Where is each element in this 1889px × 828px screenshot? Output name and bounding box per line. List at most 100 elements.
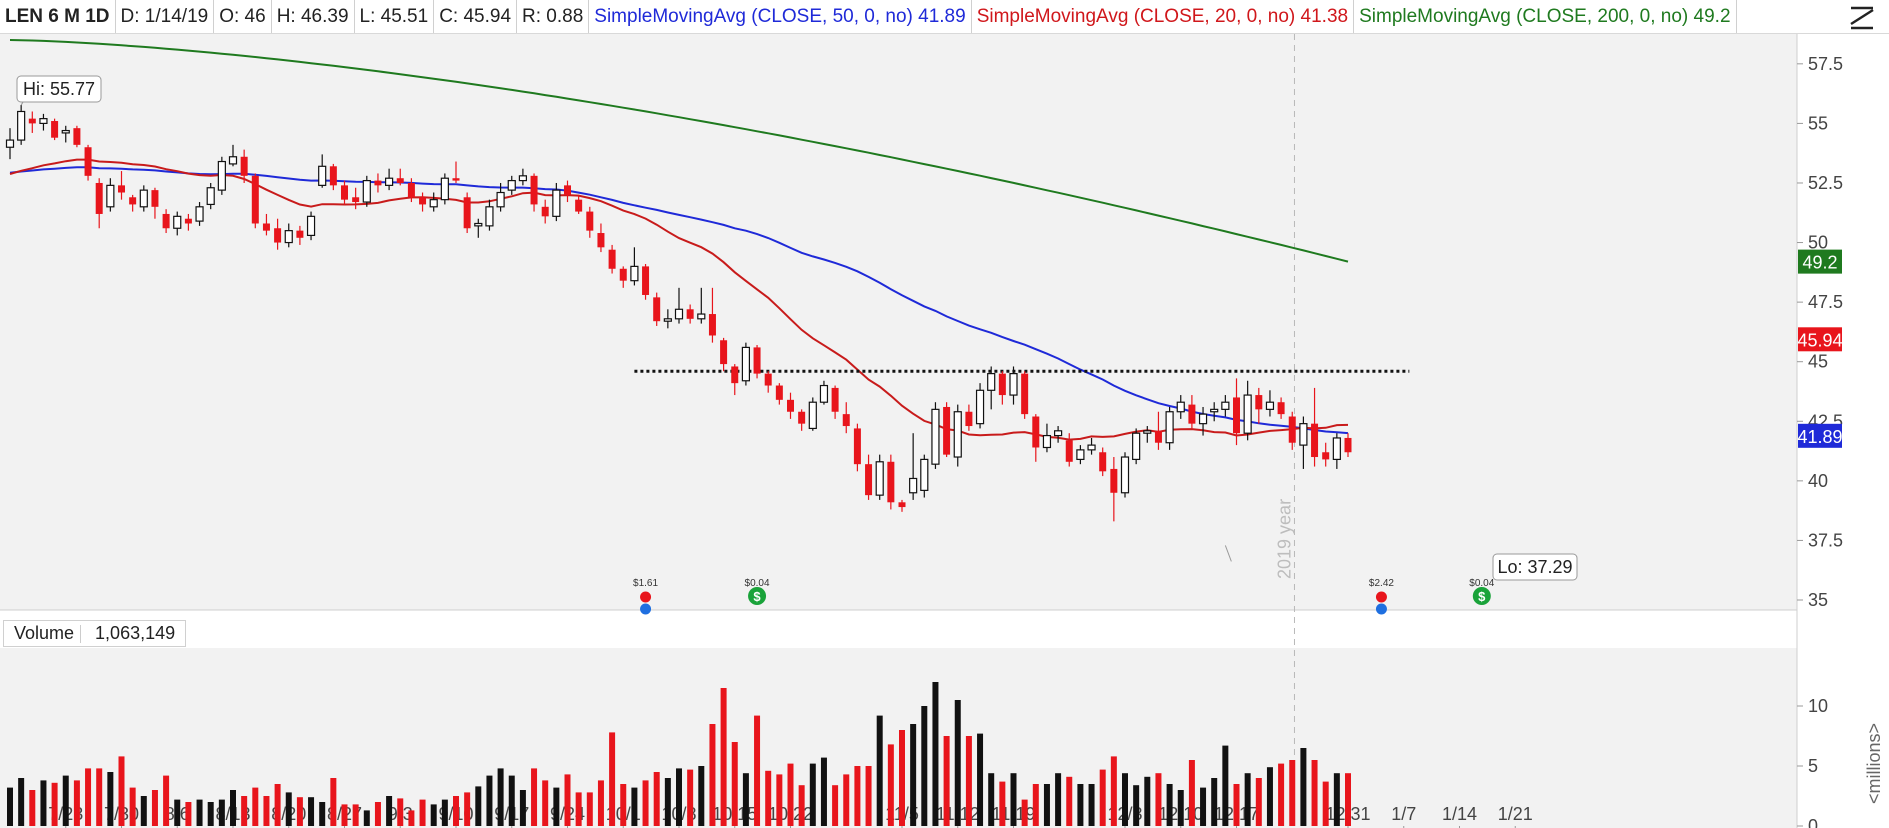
volume-bar xyxy=(174,799,181,826)
volume-tick-label: 0 xyxy=(1808,816,1818,828)
volume-bar xyxy=(1177,790,1184,826)
candle-body xyxy=(787,399,794,412)
candle-body xyxy=(853,428,861,465)
symbol-label[interactable]: LEN 6 M 1D xyxy=(0,0,116,33)
volume-bar xyxy=(230,790,236,826)
volume-bar xyxy=(564,774,571,826)
volume-panel-background xyxy=(0,648,1797,828)
volume-bar xyxy=(151,790,158,826)
candle-body xyxy=(552,189,561,217)
volume-bar xyxy=(419,799,426,826)
volume-bar xyxy=(720,688,727,826)
event-value-label: $0.04 xyxy=(1469,578,1494,589)
volume-tick-label: 5 xyxy=(1808,756,1818,776)
dividend-icon xyxy=(1472,587,1491,605)
volume-bar xyxy=(876,715,883,826)
candle-body xyxy=(129,197,137,205)
candle-body xyxy=(106,184,115,208)
sma20-label: SimpleMovingAvg (CLOSE, 20, 0, no) xyxy=(976,6,1296,27)
candle-body xyxy=(564,185,571,195)
candle-body xyxy=(429,199,438,208)
volume-bar xyxy=(1222,745,1229,826)
candle-body xyxy=(943,406,951,455)
candle-body xyxy=(1299,423,1308,446)
candle-body xyxy=(485,206,494,227)
candle-body xyxy=(987,373,996,391)
candle-body xyxy=(284,230,293,244)
drawing-tool-icon[interactable] xyxy=(1847,4,1877,30)
candle-body xyxy=(1255,395,1263,410)
candle-body xyxy=(1176,401,1185,413)
sma20-study[interactable]: SimpleMovingAvg (CLOSE, 20, 0, no) 41.38 xyxy=(972,0,1355,33)
candle-body xyxy=(206,187,215,206)
candle-body xyxy=(5,139,15,148)
dividend-icon-glyph: $ xyxy=(1478,589,1486,604)
volume-bar xyxy=(586,792,593,826)
candle-body xyxy=(541,206,549,217)
candle-body xyxy=(1188,404,1196,424)
candle-body xyxy=(530,175,538,205)
sma50-study[interactable]: SimpleMovingAvg (CLOSE, 50, 0, no) 41.89 xyxy=(589,0,972,33)
volume-bar xyxy=(85,768,92,826)
lo-pointer xyxy=(1224,545,1232,562)
candle-body xyxy=(1322,452,1330,460)
candle-body xyxy=(1076,449,1085,461)
candle-body xyxy=(240,156,248,176)
x-tick-label: 1/7 xyxy=(1391,804,1416,824)
volume-bar xyxy=(597,780,604,826)
candle-body xyxy=(496,191,505,208)
volume-bar xyxy=(252,787,259,826)
candle-body xyxy=(597,233,605,248)
candle-body xyxy=(73,128,81,145)
candle-body xyxy=(819,384,829,403)
sma200-label: SimpleMovingAvg (CLOSE, 200, 0, no) xyxy=(1359,6,1689,27)
volume-bar xyxy=(62,775,69,826)
candle-body xyxy=(653,297,661,322)
volume-bar xyxy=(40,780,47,826)
volume-study-label[interactable]: Volume 1,063,149 xyxy=(3,620,187,647)
volume-bar xyxy=(408,810,415,826)
candle-body xyxy=(329,166,337,186)
volume-bar xyxy=(1166,784,1173,826)
volume-bar xyxy=(910,724,917,826)
volume-bar xyxy=(553,787,560,826)
volume-bar xyxy=(308,797,315,826)
volume-bar xyxy=(542,780,549,826)
candle-body xyxy=(1087,444,1096,451)
candle-body xyxy=(474,222,483,227)
volume-bar xyxy=(1322,781,1329,826)
candle-body xyxy=(875,461,884,496)
earnings-icon xyxy=(640,591,652,603)
volume-bar xyxy=(1099,769,1106,826)
candle-body xyxy=(452,178,460,181)
sma20-line xyxy=(9,158,1349,441)
candle-body xyxy=(385,177,394,186)
candle-body xyxy=(1288,416,1296,443)
candle-body xyxy=(1233,397,1240,434)
volume-bar xyxy=(776,774,783,826)
volume-bar xyxy=(620,784,627,826)
candle-body xyxy=(228,156,238,165)
volume-bar xyxy=(1233,784,1240,826)
volume-bar xyxy=(1155,773,1162,826)
sma200-study[interactable]: SimpleMovingAvg (CLOSE, 200, 0, no) 49.2 xyxy=(1354,0,1737,33)
candle-body xyxy=(674,308,684,320)
earnings-bulb-icon xyxy=(1375,603,1387,615)
candle-body xyxy=(118,185,125,193)
candle-body xyxy=(440,177,449,201)
sma20-value: 41.38 xyxy=(1300,6,1349,27)
candle-body xyxy=(28,118,36,124)
candle-body xyxy=(1053,430,1063,437)
volume-bar xyxy=(687,769,694,826)
volume-bar xyxy=(765,770,772,826)
candle-body xyxy=(619,268,627,281)
volume-bar xyxy=(798,785,805,826)
close-value: C: 45.94 xyxy=(434,0,518,33)
candle-body xyxy=(139,189,148,208)
volume-bar xyxy=(218,799,225,826)
volume-bar xyxy=(1110,756,1117,826)
volume-bar xyxy=(731,742,738,826)
volume-bar xyxy=(497,768,504,826)
volume-bar xyxy=(319,802,326,826)
